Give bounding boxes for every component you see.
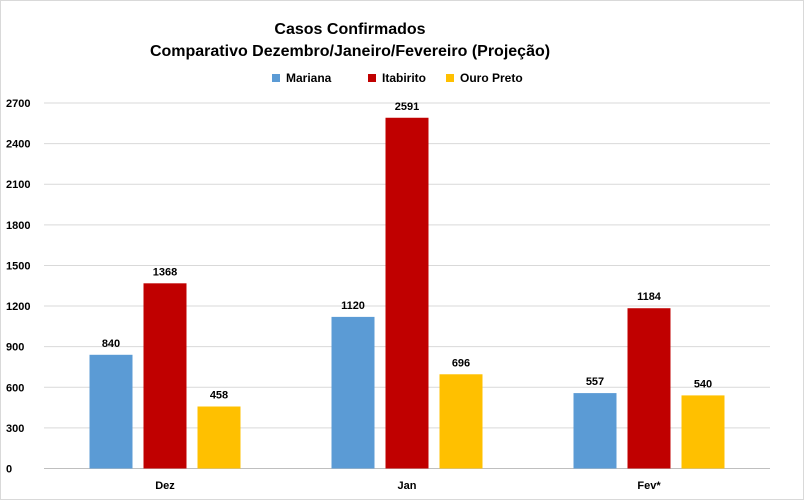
y-tick-label: 2100 [6,179,30,191]
legend-label: Mariana [286,71,332,85]
y-tick-label: 2400 [6,139,30,151]
legend-swatch [368,74,376,82]
bar-itabirito [143,283,187,469]
legend-swatch [446,74,454,82]
data-label: 840 [102,338,120,350]
data-label: 1120 [341,300,365,312]
bar-itabirito [385,117,429,469]
legend-label: Itabirito [382,71,426,85]
x-tick-label: Jan [398,480,417,492]
data-label: 1368 [153,266,177,278]
bar-mariana [573,393,617,469]
y-tick-label: 600 [6,382,24,394]
data-label: 557 [586,376,604,388]
bar-mariana [89,354,133,469]
y-tick-label: 300 [6,423,24,435]
data-label: 1184 [637,291,662,303]
y-tick-label: 0 [6,464,12,476]
bar-ouro-preto [439,374,483,469]
legend-swatch [272,74,280,82]
chart-title: Casos Confirmados [274,21,425,38]
data-label: 458 [210,390,228,402]
bar-itabirito [627,308,671,469]
data-label: 540 [694,378,712,390]
legend-label: Ouro Preto [460,71,523,85]
data-label: 696 [452,357,470,369]
y-tick-label: 1200 [6,301,30,313]
bar-mariana [331,316,375,469]
y-tick-label: 1500 [6,260,30,272]
x-tick-label: Dez [155,480,175,492]
bar-ouro-preto [197,406,241,469]
x-tick-label: Fev* [637,480,661,492]
y-tick-label: 2700 [6,98,30,110]
data-label: 2591 [395,101,419,113]
chart-subtitle: Comparativo Dezembro/Janeiro/Fevereiro (… [150,43,550,60]
y-tick-label: 1800 [6,220,30,232]
bar-ouro-preto [681,395,725,469]
y-tick-label: 900 [6,342,24,354]
